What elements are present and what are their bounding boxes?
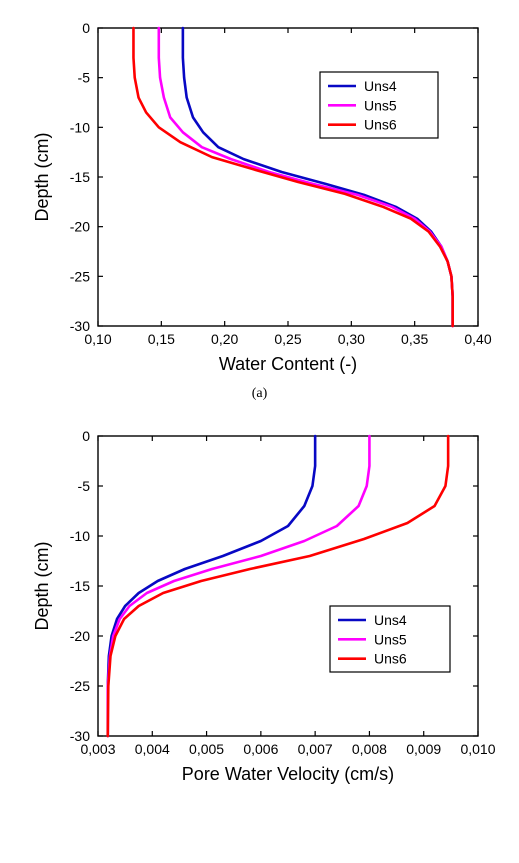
- subcaption-a: (a): [252, 386, 268, 402]
- x-tick-label: 0,30: [337, 331, 364, 347]
- chart-a-water-content: 0,100,150,200,250,300,350,400-5-10-15-20…: [20, 6, 500, 376]
- y-tick-label: -15: [69, 169, 89, 185]
- y-tick-label: -20: [69, 219, 89, 235]
- x-tick-label: 0,40: [464, 331, 491, 347]
- x-tick-label: 0,006: [243, 741, 278, 757]
- y-tick-label: -30: [69, 318, 89, 334]
- legend-label-uns5: Uns5: [374, 631, 407, 647]
- x-tick-label: 0,004: [134, 741, 169, 757]
- x-tick-label: 0,35: [401, 331, 428, 347]
- y-tick-label: -15: [69, 578, 89, 594]
- y-tick-label: -5: [77, 478, 90, 494]
- x-tick-label: 0,007: [297, 741, 332, 757]
- y-tick-label: -10: [69, 119, 89, 135]
- chart-b-pore-water-velocity: 0,0030,0040,0050,0060,0070,0080,0090,010…: [20, 414, 500, 794]
- x-tick-label: 0,25: [274, 331, 301, 347]
- y-tick-label: -20: [69, 628, 89, 644]
- y-axis-label: Depth (cm): [32, 541, 52, 630]
- legend-label-uns5: Uns5: [364, 97, 397, 113]
- y-tick-label: -10: [69, 528, 89, 544]
- y-axis-label: Depth (cm): [32, 132, 52, 221]
- x-axis-label: Water Content (-): [218, 354, 356, 374]
- legend-label-uns4: Uns4: [364, 78, 397, 94]
- y-tick-label: 0: [82, 20, 90, 36]
- x-axis-label: Pore Water Velocity (cm/s): [181, 764, 393, 784]
- plot-area: [98, 436, 478, 736]
- y-tick-label: -25: [69, 678, 89, 694]
- legend-label-uns6: Uns6: [364, 117, 397, 133]
- legend-label-uns4: Uns4: [374, 612, 407, 628]
- x-tick-label: 0,009: [406, 741, 441, 757]
- legend-label-uns6: Uns6: [374, 651, 407, 667]
- x-tick-label: 0,20: [211, 331, 238, 347]
- x-tick-label: 0,005: [189, 741, 224, 757]
- y-tick-label: -30: [69, 728, 89, 744]
- x-tick-label: 0,010: [460, 741, 495, 757]
- y-tick-label: -25: [69, 268, 89, 284]
- figure-container: 0,100,150,200,250,300,350,400-5-10-15-20…: [0, 0, 519, 794]
- y-tick-label: 0: [82, 428, 90, 444]
- x-tick-label: 0,008: [351, 741, 386, 757]
- y-tick-label: -5: [77, 70, 90, 86]
- x-tick-label: 0,15: [147, 331, 174, 347]
